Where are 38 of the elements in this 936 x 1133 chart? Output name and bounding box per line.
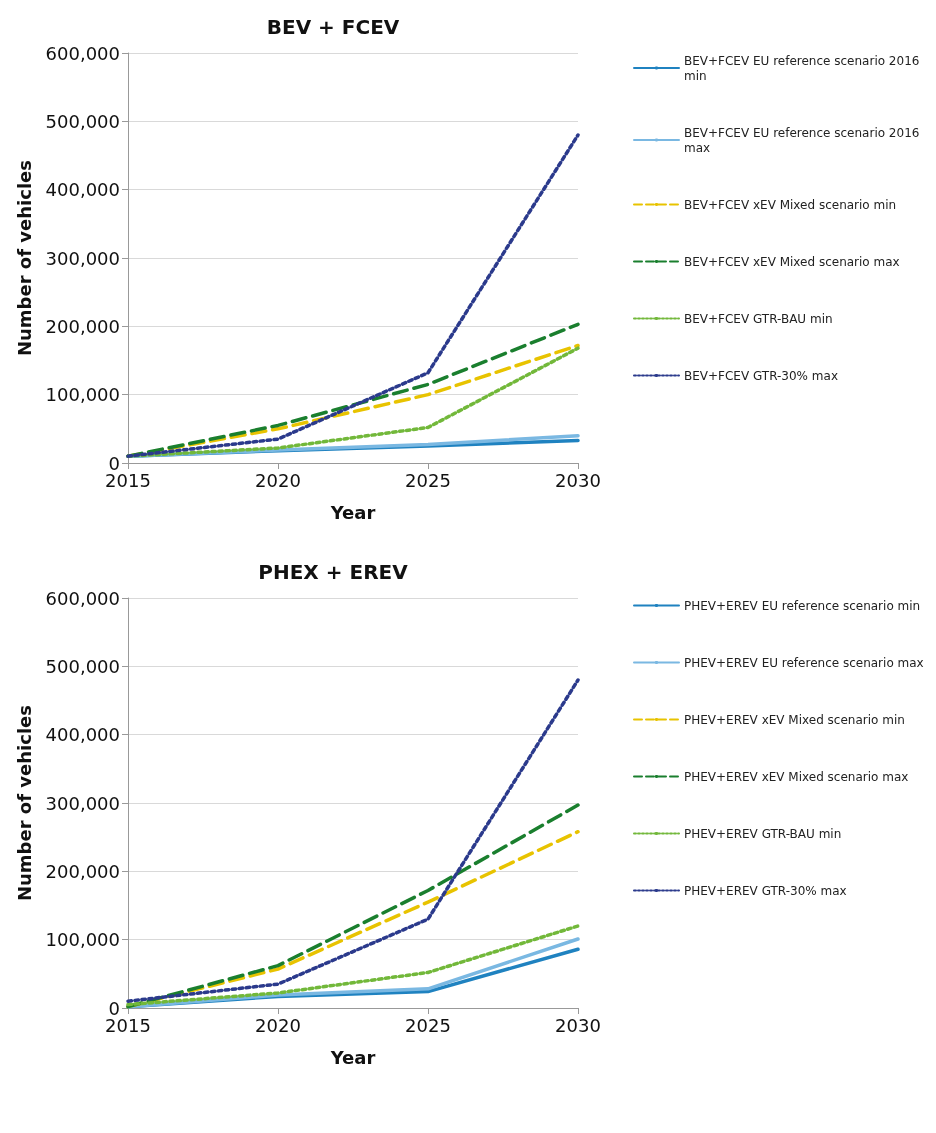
chart-title: PHEX + EREV [258, 560, 409, 584]
x-tick-label: 2030 [555, 1014, 601, 1036]
legend-label: BEV+FCEV EU reference scenario 2016 min [684, 53, 924, 83]
y-tick-label: 600,000 [45, 42, 120, 64]
legend-label: BEV+FCEV EU reference scenario 2016 max [684, 125, 924, 155]
legend-label: BEV+FCEV GTR-30% max [684, 368, 838, 383]
chart-title: BEV + FCEV [266, 15, 400, 39]
x-tick-label: 2025 [405, 1014, 451, 1036]
legend-label: PHEV+EREV xEV Mixed scenario max [684, 769, 909, 784]
y-tick-label: 400,000 [45, 179, 120, 201]
x-tick-label: 2030 [555, 469, 601, 491]
legend-label: PHEV+EREV xEV Mixed scenario min [684, 712, 905, 727]
legend-label: PHEV+EREV GTR-BAU min [684, 826, 842, 841]
legend-label: PHEV+EREV EU reference scenario max [684, 655, 924, 670]
x-axis-title: Year [329, 501, 376, 523]
y-tick-label: 300,000 [45, 247, 120, 269]
line-series [126, 678, 580, 1003]
y-tick-label: 400,000 [45, 724, 120, 746]
y-tick-label: 600,000 [45, 587, 120, 609]
y-tick-label: 200,000 [45, 315, 120, 337]
legend-label: PHEV+EREV EU reference scenario min [684, 598, 921, 613]
y-axis-title: Number of vehicles [13, 159, 35, 357]
y-tick-label: 500,000 [45, 110, 120, 132]
x-tick-label: 2025 [405, 469, 451, 491]
y-tick-label: 200,000 [45, 860, 120, 882]
legend-label: BEV+FCEV xEV Mixed scenario min [684, 197, 897, 212]
line-series [126, 133, 580, 458]
x-tick-label: 2020 [255, 469, 301, 491]
y-tick-label: 100,000 [45, 384, 120, 406]
legend-label: BEV+FCEV GTR-BAU min [684, 311, 833, 326]
y-tick-label: 300,000 [45, 792, 120, 814]
legend-label: PHEV+EREV GTR-30% max [684, 883, 847, 898]
y-tick-label: 100,000 [45, 929, 120, 951]
x-tick-label: 2020 [255, 1014, 301, 1036]
legend-label: BEV+FCEV xEV Mixed scenario max [684, 254, 900, 269]
y-tick-label: 500,000 [45, 655, 120, 677]
x-axis-title: Year [329, 1046, 376, 1068]
y-axis-title: Number of vehicles [13, 704, 35, 902]
